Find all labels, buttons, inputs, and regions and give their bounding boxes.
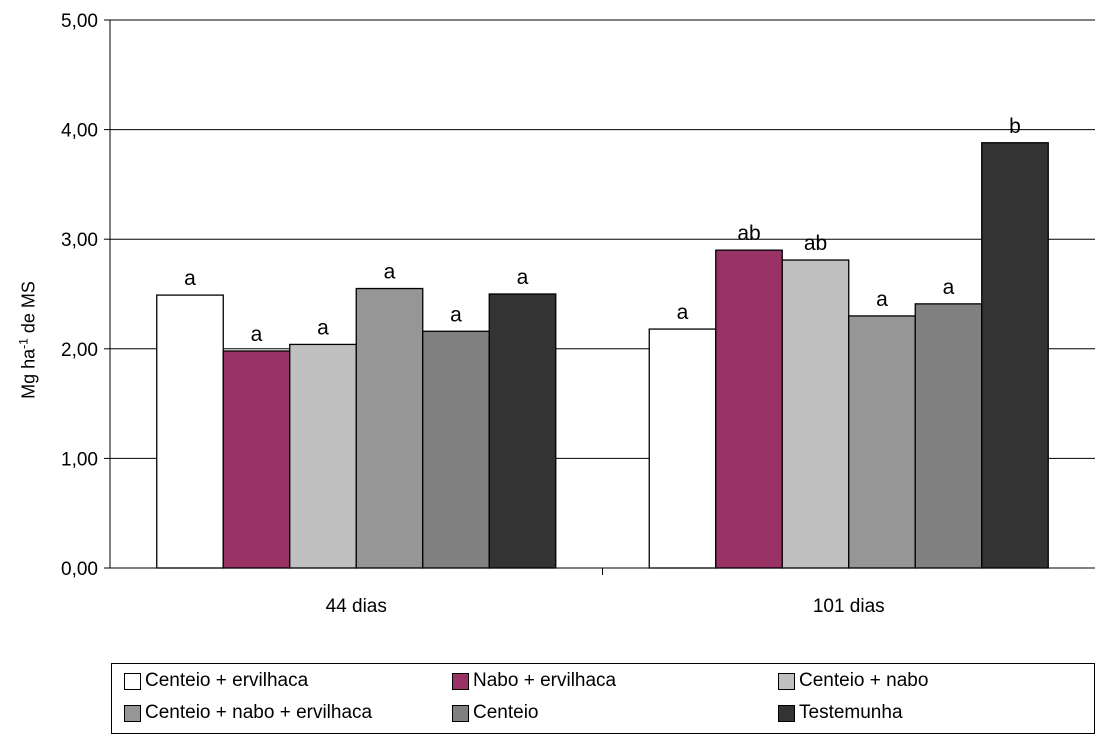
bar <box>422 330 490 569</box>
legend-item: Centeio + nabo + ervilhaca <box>124 702 372 724</box>
bar-label: a <box>677 301 689 324</box>
bar-label: a <box>184 267 196 290</box>
x-tick-label: 44 dias <box>326 596 387 617</box>
bar <box>222 350 291 569</box>
bar-label: a <box>943 276 955 299</box>
legend-item: Centeio + nabo <box>778 670 928 692</box>
bar-label: a <box>251 323 263 346</box>
bar-label: a <box>517 266 529 289</box>
bar <box>648 328 717 569</box>
bar <box>715 249 783 569</box>
bars <box>156 142 1049 569</box>
bar <box>848 315 916 569</box>
y-tick-label: 0,00 <box>61 559 98 580</box>
legend-item: Centeio + ervilhaca <box>124 670 308 692</box>
y-axis-label-wrap: Mg ha-1 de MS <box>8 150 48 530</box>
legend-label: Centeio + ervilhaca <box>145 670 309 691</box>
legend-label: Nabo + ervilhaca <box>473 670 617 691</box>
y-axis-label: Mg ha-1 de MS <box>16 281 39 399</box>
y-tick-label: 1,00 <box>61 449 98 470</box>
bar <box>914 303 983 569</box>
bar <box>355 287 424 569</box>
y-tick-label: 2,00 <box>61 340 98 361</box>
bar-label: a <box>876 288 888 311</box>
legend-item: Centeio <box>452 702 539 724</box>
x-tick-label: 101 dias <box>813 596 885 617</box>
legend-label: Centeio <box>473 702 539 723</box>
y-tick-label: 4,00 <box>61 121 98 142</box>
legend: Centeio + ervilhaca Nabo + ervilhaca Cente… <box>111 663 1095 734</box>
legend-swatch <box>452 704 469 722</box>
y-tick-labels: 0,00 1,00 2,00 3,00 4,00 5,00 <box>61 11 98 580</box>
bar <box>289 343 357 569</box>
legend-label: Testemunha <box>799 702 903 723</box>
bar <box>156 294 224 569</box>
bar-label: a <box>450 303 462 326</box>
bar-label: a <box>384 261 396 284</box>
bar <box>781 259 850 569</box>
x-tick-labels: 44 dias 101 dias <box>326 596 885 617</box>
legend-label: Centeio + nabo + ervilhaca <box>145 702 373 723</box>
bar <box>488 293 557 569</box>
bar <box>981 142 1049 569</box>
legend-label: Centeio + nabo <box>799 670 929 691</box>
bar-label: ab <box>737 222 760 245</box>
legend-swatch <box>452 672 469 690</box>
bar-label: b <box>1009 115 1021 138</box>
legend-swatch <box>124 704 141 722</box>
legend-swatch <box>778 672 795 690</box>
axes <box>104 19 1095 575</box>
bar-label: a <box>317 316 329 339</box>
bar-label: ab <box>804 232 827 255</box>
y-tick-label: 3,00 <box>61 230 98 251</box>
legend-swatch <box>124 672 141 690</box>
legend-swatch <box>778 704 795 722</box>
y-tick-label: 5,00 <box>61 11 98 32</box>
legend-item: Testemunha <box>778 702 903 724</box>
legend-item: Nabo + ervilhaca <box>452 670 616 692</box>
